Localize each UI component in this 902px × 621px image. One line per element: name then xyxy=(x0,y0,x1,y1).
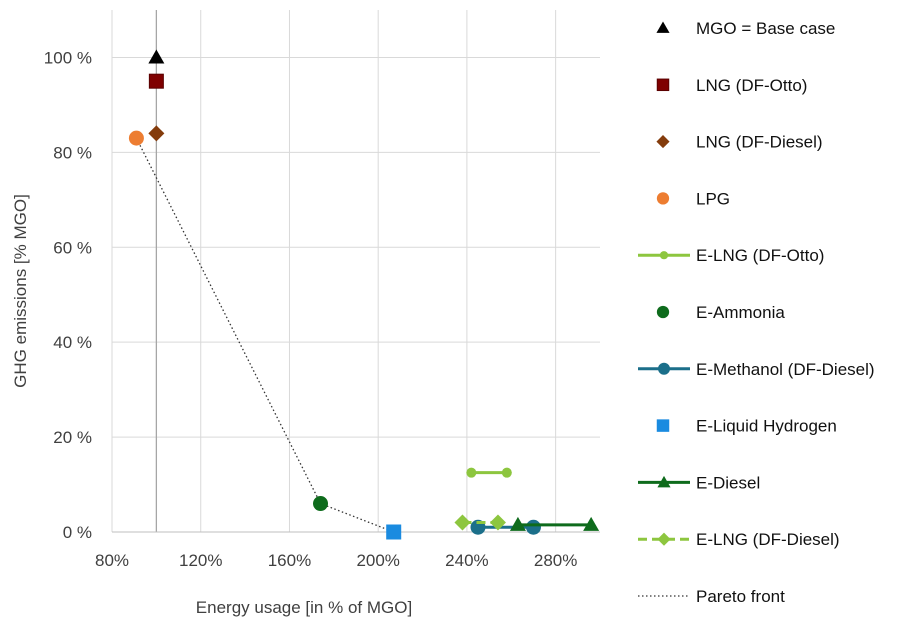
data-point-e-lng-df-otto xyxy=(466,467,477,478)
legend-label: LPG xyxy=(696,189,730,208)
legend-item-mgo-base-case: MGO = Base case xyxy=(656,19,835,38)
legend-item-e-diesel: E-Diesel xyxy=(638,473,760,492)
series-e-lng-df-diesel xyxy=(454,514,506,531)
legend-item-lng-df-otto: LNG (DF-Otto) xyxy=(656,76,807,95)
series-lng-df-otto xyxy=(148,73,164,89)
legend-label: MGO = Base case xyxy=(696,19,835,38)
data-point-e-diesel xyxy=(509,516,526,531)
y-axis-title: GHG emissions [% MGO] xyxy=(11,194,30,388)
legend: MGO = Base case LNG (DF-Otto) LNG (DF-Dies… xyxy=(638,19,875,606)
y-tick-label: 20 % xyxy=(53,428,92,447)
data-point-mgo-base-case xyxy=(148,49,165,64)
x-tick-label: 80% xyxy=(95,551,129,570)
series-lng-df-diesel xyxy=(148,125,165,142)
x-tick-label: 240% xyxy=(445,551,488,570)
y-tick-label: 0 % xyxy=(63,523,92,542)
y-tick-label: 60 % xyxy=(53,238,92,257)
x-tick-label: 120% xyxy=(179,551,222,570)
data-point-e-diesel xyxy=(583,516,600,531)
legend-label: LNG (DF-Diesel) xyxy=(696,133,823,152)
legend-marker xyxy=(656,419,670,432)
plot-area xyxy=(128,49,600,540)
series-e-lng-df-otto xyxy=(466,467,512,478)
data-point-e-methanol-df-diesel xyxy=(525,519,541,535)
x-tick-label: 160% xyxy=(268,551,311,570)
legend-label: E-Ammonia xyxy=(696,303,785,322)
series-e-diesel xyxy=(509,516,600,531)
data-point-lng-df-otto xyxy=(148,73,164,89)
legend-label: E-Diesel xyxy=(696,473,760,492)
legend-item-e-ammonia: E-Ammonia xyxy=(656,303,785,322)
x-axis-title: Energy usage [in % of MGO] xyxy=(196,598,412,617)
legend-marker xyxy=(656,192,670,205)
gridlines xyxy=(111,10,600,533)
legend-marker xyxy=(659,251,669,260)
legend-item-e-methanol-df-diesel: E-Methanol (DF-Diesel) xyxy=(638,360,875,379)
data-point-lpg xyxy=(128,130,144,146)
legend-marker xyxy=(656,135,670,149)
legend-marker xyxy=(657,532,671,546)
legend-label: LNG (DF-Otto) xyxy=(696,76,807,95)
legend-label: E-Liquid Hydrogen xyxy=(696,417,837,436)
series-e-liquid-hydrogen xyxy=(386,524,402,540)
legend-marker xyxy=(656,21,670,33)
legend-marker xyxy=(657,475,671,488)
legend-item-e-liquid-hydrogen: E-Liquid Hydrogen xyxy=(656,417,837,436)
legend-item-lng-df-diesel: LNG (DF-Diesel) xyxy=(656,133,823,152)
series-mgo-base-case xyxy=(148,49,165,64)
legend-item-e-lng-df-otto: E-LNG (DF-Otto) xyxy=(638,246,824,265)
data-point-e-lng-df-otto xyxy=(501,467,512,478)
y-tick-label: 40 % xyxy=(53,333,92,352)
axis-tick-labels: 0 % 20 % 40 % 60 % 80 % 100 % 80% 120% 160% 200% 2… xyxy=(44,48,578,570)
legend-label: Pareto front xyxy=(696,587,785,606)
data-point-e-ammonia xyxy=(313,496,329,512)
series-line-pareto-front xyxy=(135,137,394,533)
data-point-lng-df-diesel xyxy=(148,125,165,142)
series-e-ammonia xyxy=(313,496,329,512)
legend-marker xyxy=(656,305,670,319)
legend-marker xyxy=(658,362,670,375)
y-tick-label: 100 % xyxy=(44,48,92,67)
series-pareto-front xyxy=(135,137,394,533)
data-point-e-lng-df-diesel xyxy=(454,514,471,531)
legend-item-pareto-front: Pareto front xyxy=(638,587,785,606)
legend-label: E-Methanol (DF-Diesel) xyxy=(696,360,875,379)
legend-label: E-LNG (DF-Otto) xyxy=(696,246,824,265)
y-tick-label: 80 % xyxy=(53,143,92,162)
legend-marker xyxy=(656,78,670,92)
x-tick-label: 280% xyxy=(534,551,577,570)
data-point-e-liquid-hydrogen xyxy=(386,524,402,540)
legend-item-lpg: LPG xyxy=(656,189,730,208)
x-tick-label: 200% xyxy=(356,551,399,570)
data-point-e-lng-df-diesel xyxy=(489,514,506,531)
legend-item-e-lng-df-diesel: E-LNG (DF-Diesel) xyxy=(638,530,840,549)
legend-label: E-LNG (DF-Diesel) xyxy=(696,530,840,549)
series-lpg xyxy=(128,130,144,146)
